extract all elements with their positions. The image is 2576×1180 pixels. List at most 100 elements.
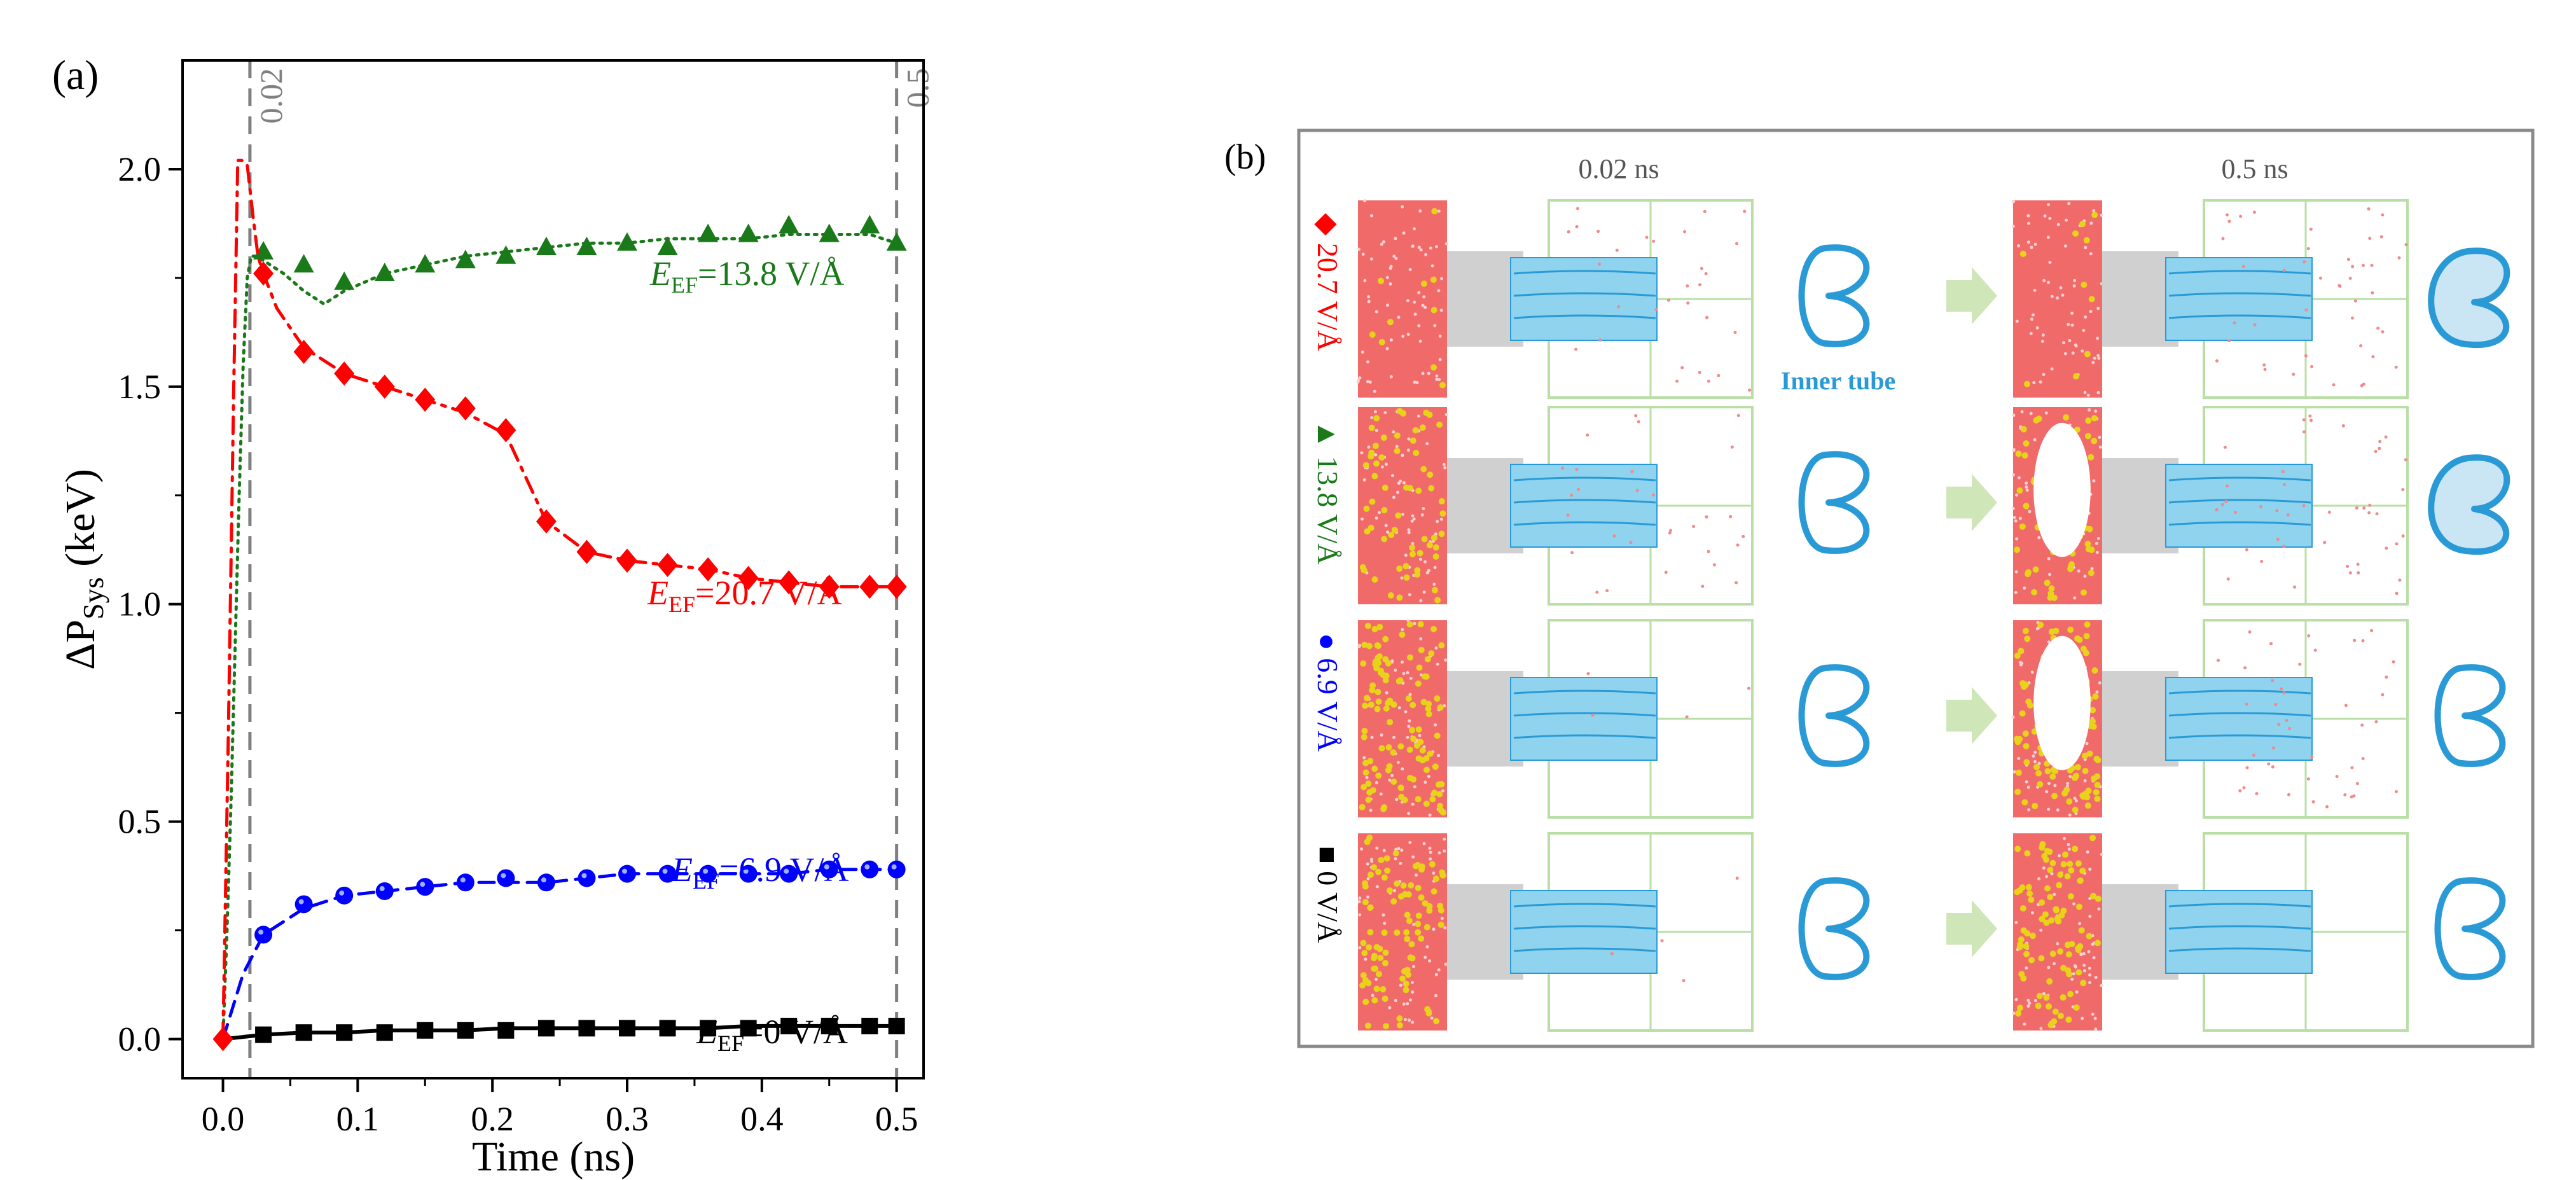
particle — [1637, 420, 1640, 424]
particle — [2088, 915, 2092, 919]
ion — [1381, 536, 1388, 543]
particle — [1443, 849, 1446, 853]
ion — [1382, 949, 1389, 956]
ion — [1392, 850, 1399, 857]
particle — [1433, 566, 1437, 569]
particle — [2282, 268, 2286, 272]
tube-wall — [2168, 947, 2311, 952]
ion — [1376, 653, 1383, 660]
ion — [1383, 705, 1390, 712]
panel-a-line-chart: (a) 0.02 0.5 0.0 0.1 0.2 0.3 0.4 0.5 0.0 0.5 1.0 1… — [52, 52, 936, 1180]
row-label: ◆ 20.7 V/Å — [1312, 213, 1344, 351]
tube-wall — [1513, 947, 1656, 952]
particle — [2233, 321, 2236, 325]
particle — [1438, 357, 1442, 361]
ion — [2044, 847, 2051, 854]
ion — [1407, 654, 1414, 661]
particle — [1418, 733, 1422, 737]
ion — [2014, 739, 2021, 746]
ion — [2085, 546, 2092, 553]
row-field: 20.7 V/Å — [1312, 243, 1344, 351]
particle — [2371, 355, 2375, 359]
ion — [2049, 773, 2056, 780]
particle — [1654, 308, 1658, 312]
particle — [2095, 541, 2098, 545]
ion — [1374, 705, 1381, 712]
ion — [1402, 563, 1409, 569]
row-label: ▲ 13.8 V/Å — [1312, 420, 1344, 564]
data-point — [618, 864, 636, 883]
data-point — [779, 214, 800, 233]
particle — [1406, 671, 1409, 675]
marker-highlight — [891, 864, 897, 870]
ion — [1371, 473, 1378, 480]
particle — [1736, 543, 1740, 547]
ion — [1381, 929, 1388, 936]
ion — [2090, 723, 2097, 730]
particle — [1396, 490, 1400, 494]
particle — [1371, 994, 1375, 997]
ion — [2064, 873, 2071, 880]
data-point — [457, 1022, 474, 1039]
particle — [1393, 889, 1397, 892]
particle — [2085, 742, 2089, 746]
particle — [2068, 813, 2072, 817]
row-field: 6.9 V/Å — [1312, 658, 1344, 751]
particle — [2026, 214, 2030, 218]
particle — [1418, 339, 1422, 343]
ion — [2079, 868, 2086, 875]
particle — [2025, 966, 2028, 970]
particle — [2288, 726, 2292, 730]
ion — [1434, 695, 1441, 702]
data-point — [455, 249, 476, 268]
data-point — [578, 1020, 595, 1037]
ion — [1380, 434, 1387, 441]
ion — [1423, 767, 1430, 774]
ion — [2086, 933, 2093, 940]
particle — [1407, 531, 1411, 534]
particle — [1381, 913, 1385, 917]
x-tick-label: 0.0 — [202, 1100, 245, 1138]
particle — [1437, 289, 1441, 293]
ion — [2051, 1018, 2058, 1025]
particle — [2067, 323, 2070, 326]
ion — [1371, 952, 1378, 959]
ion — [1365, 781, 1372, 788]
ion — [2015, 769, 2022, 776]
series-line — [221, 233, 899, 1041]
ion — [2019, 251, 2026, 258]
particle — [1669, 529, 1673, 532]
ion — [1391, 527, 1398, 534]
ion — [1404, 936, 1411, 943]
particle — [2072, 972, 2075, 976]
particle — [2286, 513, 2290, 517]
ion — [2060, 907, 2067, 914]
particle — [1598, 338, 1602, 342]
ion — [1410, 735, 1417, 742]
ion — [2082, 768, 2089, 775]
particle — [1407, 725, 1411, 728]
particle — [2027, 808, 2031, 812]
ion — [2073, 373, 2080, 380]
ion — [1429, 796, 1436, 803]
ion — [1384, 867, 1391, 874]
ion — [2091, 667, 2098, 674]
cavity — [2033, 422, 2091, 557]
particle — [1747, 686, 1751, 690]
particle — [2082, 969, 2086, 973]
particle — [1408, 719, 1411, 723]
ion — [1439, 382, 1446, 389]
particle — [2255, 792, 2259, 796]
particle — [1404, 553, 1408, 557]
particle — [1406, 333, 1410, 337]
ion — [1420, 466, 1427, 473]
particle — [2404, 458, 2407, 462]
plot-frame — [181, 59, 925, 1079]
origin-point — [212, 1027, 233, 1052]
particle — [1411, 542, 1415, 546]
ion — [2067, 626, 2074, 633]
particle — [2093, 1017, 2097, 1020]
particle — [2014, 570, 2018, 574]
ion — [1367, 758, 1374, 765]
ion — [2093, 789, 2100, 796]
